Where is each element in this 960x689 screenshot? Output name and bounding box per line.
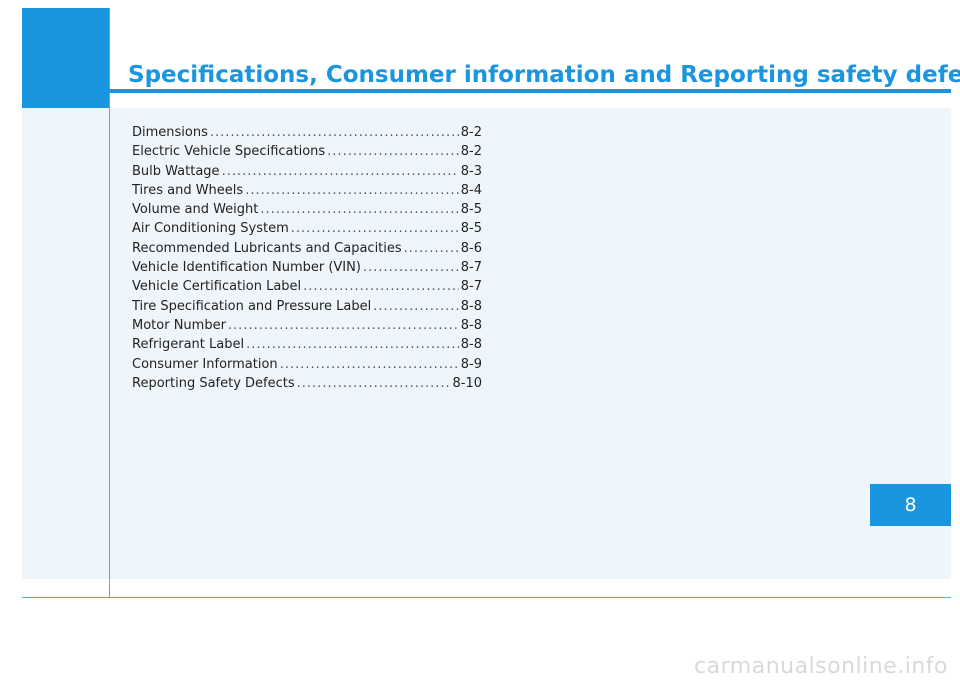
toc-entry[interactable]: Refrigerant Label 8-8: [132, 337, 482, 356]
toc-entry-page: 8-6: [460, 240, 482, 256]
toc-entry-label: Tire Specification and Pressure Label: [132, 298, 372, 314]
watermark: carmanualsonline.info: [694, 654, 948, 679]
toc-entry-label: Vehicle Certification Label: [132, 279, 302, 295]
toc-entry-label: Vehicle Identification Number (VIN): [132, 260, 361, 276]
chapter-tab[interactable]: 8: [870, 484, 951, 526]
toc-entry[interactable]: Electric Vehicle Specifications 8-2: [132, 144, 482, 163]
toc-dot-leader: [245, 183, 459, 198]
toc-entry[interactable]: Reporting Safety Defects 8-10: [132, 376, 482, 395]
chapter-color-block: [22, 8, 109, 108]
toc-entry-label: Recommended Lubricants and Capacities: [132, 240, 402, 256]
toc-entry-label: Refrigerant Label: [132, 337, 245, 353]
margin-divider-line: [109, 8, 110, 598]
toc-entry-page: 8-9: [460, 356, 482, 372]
toc-dot-leader: [291, 221, 459, 236]
toc-dot-leader: [404, 241, 459, 256]
chapter-number: 8: [904, 494, 917, 516]
toc-entry[interactable]: Vehicle Identification Number (VIN) 8-7: [132, 260, 482, 279]
toc-entry[interactable]: Vehicle Certification Label 8-7: [132, 279, 482, 298]
toc-dot-leader: [222, 164, 459, 179]
toc-entry-page: 8-5: [460, 202, 482, 218]
toc-entry-page: 8-10: [452, 375, 482, 391]
toc-dot-leader: [303, 279, 459, 294]
toc-entry-page: 8-7: [460, 279, 482, 295]
toc-entry[interactable]: Bulb Wattage 8-3: [132, 164, 482, 183]
toc-entry-page: 8-8: [460, 337, 482, 353]
toc-entry-label: Electric Vehicle Specifications: [132, 144, 326, 160]
toc-dot-leader: [297, 376, 451, 391]
toc-entry-label: Air Conditioning System: [132, 221, 289, 237]
toc-entry-page: 8-4: [460, 182, 482, 198]
toc-entry-label: Motor Number: [132, 317, 226, 333]
toc-entry[interactable]: Tire Specification and Pressure Label 8-8: [132, 299, 482, 318]
content-panel: [22, 108, 951, 579]
footer-rule: [22, 597, 951, 598]
toc-entry[interactable]: Tires and Wheels 8-4: [132, 183, 482, 202]
toc-entry[interactable]: Motor Number 8-8: [132, 318, 482, 337]
toc-entry-page: 8-2: [460, 125, 482, 140]
toc-entry-page: 8-2: [460, 144, 482, 160]
toc-entry-label: Tires and Wheels: [132, 182, 244, 198]
toc-entry[interactable]: Recommended Lubricants and Capacities 8-6: [132, 241, 482, 260]
toc-dot-leader: [260, 202, 458, 217]
toc-entry[interactable]: Consumer Information 8-9: [132, 357, 482, 376]
toc-dot-leader: [210, 125, 459, 140]
toc-entry-page: 8-8: [460, 317, 482, 333]
toc-entry[interactable]: Dimensions 8-2: [132, 125, 482, 144]
toc-dot-leader: [373, 299, 459, 314]
toc-dot-leader: [280, 357, 459, 372]
toc-entry-label: Bulb Wattage: [132, 163, 220, 179]
toc-entry[interactable]: Air Conditioning System 8-5: [132, 221, 482, 240]
title-underline: [109, 89, 951, 93]
toc-entry-page: 8-8: [460, 298, 482, 314]
toc-entry-page: 8-7: [460, 260, 482, 276]
page-title: Specifications, Consumer information and…: [128, 62, 960, 88]
toc-dot-leader: [228, 318, 459, 333]
toc-dot-leader: [327, 144, 459, 159]
toc-entry-page: 8-5: [460, 221, 482, 237]
toc-entry-label: Dimensions: [132, 125, 208, 140]
toc-entry[interactable]: Volume and Weight 8-5: [132, 202, 482, 221]
toc-entry-page: 8-3: [460, 163, 482, 179]
toc-entry-label: Reporting Safety Defects: [132, 375, 295, 391]
toc-entry-label: Consumer Information: [132, 356, 278, 372]
toc-entry-label: Volume and Weight: [132, 202, 259, 218]
toc-dot-leader: [246, 337, 459, 352]
toc-dot-leader: [363, 260, 459, 275]
